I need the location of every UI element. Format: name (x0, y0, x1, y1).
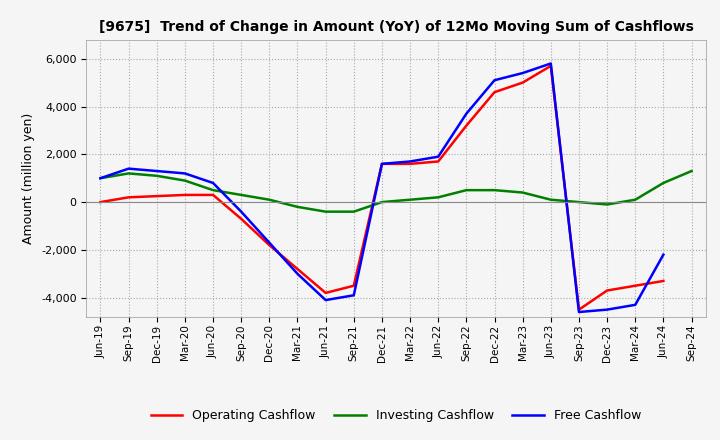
Operating Cashflow (546, 63, 555, 69)
Operating Cashflow (406, 161, 415, 166)
Free Cashflow (575, 309, 583, 315)
Operating Cashflow (181, 192, 189, 198)
Operating Cashflow (631, 283, 639, 288)
Investing Cashflow (209, 187, 217, 193)
Operating Cashflow (518, 80, 527, 85)
Free Cashflow (321, 297, 330, 303)
Investing Cashflow (181, 178, 189, 183)
Free Cashflow (659, 252, 667, 257)
Investing Cashflow (575, 199, 583, 205)
Investing Cashflow (659, 180, 667, 186)
Free Cashflow (125, 166, 133, 171)
Investing Cashflow (687, 169, 696, 174)
Investing Cashflow (490, 187, 499, 193)
Investing Cashflow (406, 197, 415, 202)
Free Cashflow (349, 293, 358, 298)
Operating Cashflow (321, 290, 330, 296)
Free Cashflow (181, 171, 189, 176)
Free Cashflow (265, 240, 274, 246)
Investing Cashflow (321, 209, 330, 214)
Free Cashflow (603, 307, 611, 312)
Free Cashflow (490, 77, 499, 83)
Operating Cashflow (209, 192, 217, 198)
Operating Cashflow (603, 288, 611, 293)
Free Cashflow (377, 161, 386, 166)
Operating Cashflow (293, 266, 302, 271)
Operating Cashflow (96, 199, 105, 205)
Investing Cashflow (153, 173, 161, 179)
Investing Cashflow (293, 204, 302, 209)
Y-axis label: Amount (million yen): Amount (million yen) (22, 113, 35, 244)
Operating Cashflow (265, 242, 274, 248)
Investing Cashflow (546, 197, 555, 202)
Free Cashflow (462, 111, 471, 116)
Line: Operating Cashflow: Operating Cashflow (101, 66, 663, 310)
Free Cashflow (237, 209, 246, 214)
Operating Cashflow (377, 161, 386, 166)
Free Cashflow (434, 154, 443, 159)
Operating Cashflow (125, 194, 133, 200)
Title: [9675]  Trend of Change in Amount (YoY) of 12Mo Moving Sum of Cashflows: [9675] Trend of Change in Amount (YoY) o… (99, 20, 693, 34)
Free Cashflow (153, 169, 161, 174)
Investing Cashflow (96, 176, 105, 181)
Investing Cashflow (434, 194, 443, 200)
Line: Free Cashflow: Free Cashflow (101, 63, 663, 312)
Operating Cashflow (237, 216, 246, 221)
Investing Cashflow (462, 187, 471, 193)
Investing Cashflow (349, 209, 358, 214)
Free Cashflow (546, 61, 555, 66)
Operating Cashflow (153, 194, 161, 199)
Operating Cashflow (349, 283, 358, 288)
Free Cashflow (631, 302, 639, 308)
Operating Cashflow (490, 89, 499, 95)
Free Cashflow (518, 70, 527, 76)
Investing Cashflow (631, 197, 639, 202)
Free Cashflow (406, 159, 415, 164)
Operating Cashflow (575, 307, 583, 312)
Investing Cashflow (377, 199, 386, 205)
Investing Cashflow (518, 190, 527, 195)
Investing Cashflow (603, 202, 611, 207)
Free Cashflow (96, 176, 105, 181)
Operating Cashflow (462, 123, 471, 128)
Investing Cashflow (237, 192, 246, 198)
Line: Investing Cashflow: Investing Cashflow (101, 171, 691, 212)
Free Cashflow (293, 271, 302, 276)
Investing Cashflow (265, 197, 274, 202)
Free Cashflow (209, 180, 217, 186)
Operating Cashflow (434, 159, 443, 164)
Legend: Operating Cashflow, Investing Cashflow, Free Cashflow: Operating Cashflow, Investing Cashflow, … (146, 404, 646, 427)
Investing Cashflow (125, 171, 133, 176)
Operating Cashflow (659, 279, 667, 284)
